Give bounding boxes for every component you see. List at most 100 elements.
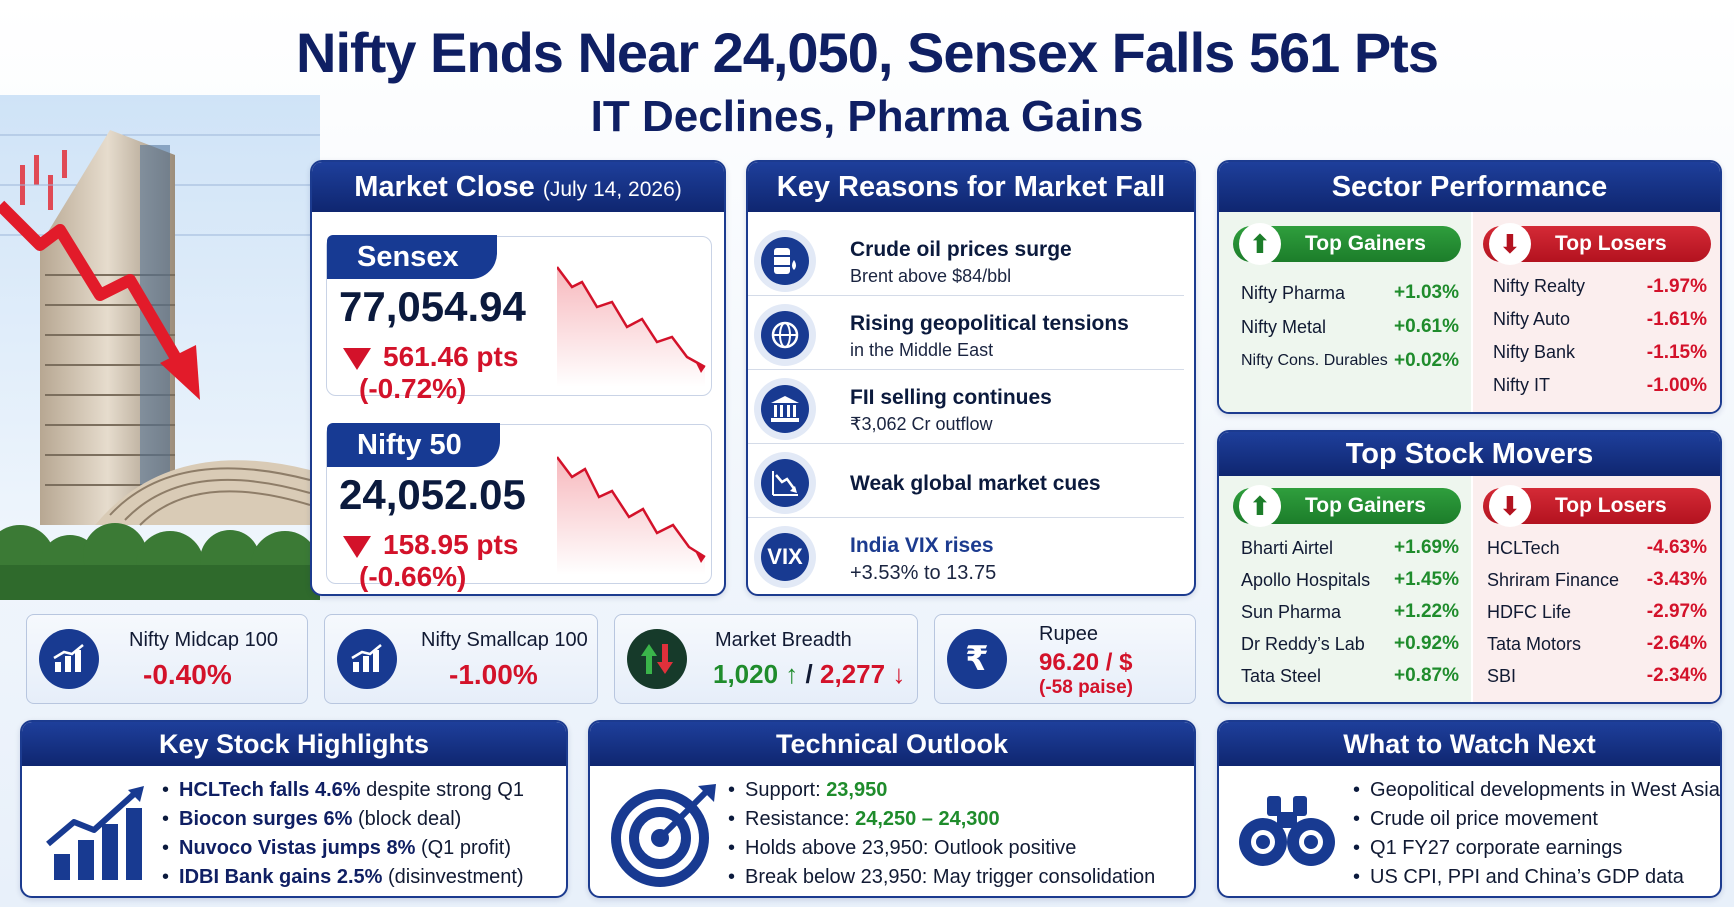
highlight-item: Biocon surges 6% (block deal) — [162, 805, 524, 834]
mover-row: SBI -2.34% — [1487, 660, 1707, 692]
sector-gainers-label: Top Gainers — [1305, 232, 1426, 255]
sector-name: Nifty Bank — [1493, 342, 1576, 362]
break-value: May trigger consolidation — [932, 866, 1156, 888]
up-arrow-icon: ⬆ — [1239, 485, 1281, 527]
resistance-value: 24,250 – 24,300 — [855, 808, 1000, 830]
sector-name: Nifty Metal — [1241, 317, 1327, 337]
holds-line: Holds above 23,950: Outlook positive — [728, 834, 1155, 863]
mover-name: HCLTech — [1487, 538, 1560, 558]
up-arrow-icon: ↑ — [778, 659, 799, 689]
mover-row: Dr Reddy’s Lab +0.92% — [1241, 628, 1459, 660]
breadth-separator: / — [805, 659, 813, 689]
support-label: Support: — [745, 779, 821, 801]
reason-sub: ₹3,062 Cr outflow — [850, 414, 993, 434]
sector-name: Nifty Cons. Durables — [1241, 352, 1388, 369]
down-arrow-icon: ↓ — [885, 659, 906, 689]
market-close-title: Market Close — [354, 171, 535, 203]
reason-title: Rising geopolitical tensions — [850, 312, 1129, 335]
reason-sub: Brent above $84/bbl — [850, 266, 1012, 286]
movers-losers-label: Top Losers — [1555, 494, 1667, 517]
mover-value: -3.43% — [1646, 569, 1707, 590]
market-close-date: (July 14, 2026) — [542, 178, 682, 201]
mover-row: Tata Steel +0.87% — [1241, 660, 1459, 692]
mover-value: +0.92% — [1394, 633, 1459, 654]
sensex-card: Sensex 77,054.94 561.46 pts (-0.72%) — [326, 235, 712, 404]
watch-item: Geopolitical developments in West Asia — [1353, 776, 1720, 805]
sector-gainers-pill: ⬆ Top Gainers — [1233, 223, 1461, 265]
reason-title: FII selling continues — [850, 386, 1052, 409]
sector-value: -1.97% — [1646, 276, 1707, 297]
sector-row: Nifty Auto -1.61% — [1493, 303, 1707, 336]
sector-value: -1.15% — [1646, 342, 1707, 363]
sector-row: Nifty Bank -1.15% — [1493, 336, 1707, 369]
sector-name: Nifty Pharma — [1241, 283, 1346, 303]
rupee-value: 96.20 / $ — [1039, 649, 1133, 676]
watch-panel: What to Watch Next Geopolitical developm… — [1217, 720, 1722, 898]
down-triangle-icon — [343, 347, 371, 370]
mover-value: -2.34% — [1646, 665, 1707, 686]
movers-losers-pill: ⬇ Top Losers — [1483, 485, 1711, 527]
midcap-card: Nifty Midcap 100 -0.40% — [26, 614, 308, 704]
reason-sub: +3.53% to 13.75 — [850, 562, 997, 584]
globe-icon — [761, 311, 809, 359]
nifty-sparkline — [557, 456, 706, 575]
highlight-item: IDBI Bank gains 2.5% (disinvestment) — [162, 863, 524, 892]
reason-title: Weak global market cues — [850, 472, 1101, 495]
sector-value: +0.61% — [1394, 316, 1459, 337]
sensex-sparkline — [557, 266, 706, 387]
reasons-header: Key Reasons for Market Fall — [748, 162, 1194, 212]
sector-row: Nifty Cons. Durables +0.02% — [1241, 344, 1459, 378]
sector-header: Sector Performance — [1219, 162, 1720, 212]
mover-value: +0.87% — [1394, 665, 1459, 686]
sector-name: Nifty IT — [1493, 375, 1550, 395]
highlight-rest: (block deal) — [352, 808, 462, 830]
mover-value: +1.69% — [1394, 537, 1459, 558]
stock-exchange-illustration — [0, 95, 320, 600]
smallcap-card: Nifty Smallcap 100 -1.00% — [324, 614, 598, 704]
reason-item: Crude oil prices surge Brent above $84/b… — [748, 224, 1184, 296]
highlights-panel: Key Stock Highlights HCLTech falls 4.6% … — [20, 720, 568, 898]
support-value: 23,950 — [826, 779, 888, 801]
mover-row: Sun Pharma +1.22% — [1241, 596, 1459, 628]
reason-item: Rising geopolitical tensions in the Midd… — [748, 298, 1184, 370]
rupee-change: (-58 paise) — [1039, 677, 1133, 698]
mover-row: HCLTech -4.63% — [1487, 532, 1707, 564]
falling-chart-icon — [761, 459, 809, 507]
highlight-bold: IDBI Bank gains 2.5% — [179, 866, 383, 888]
watch-header: What to Watch Next — [1219, 722, 1720, 766]
highlight-bold: HCLTech falls 4.6% — [179, 779, 361, 801]
nifty-card: Nifty 50 24,052.05 158.95 pts (-0.66%) — [326, 423, 712, 592]
mover-name: Dr Reddy’s Lab — [1241, 634, 1365, 654]
mover-row: Shriram Finance -3.43% — [1487, 564, 1707, 596]
technical-panel: Technical Outlook Support: 23,950 Resist… — [588, 720, 1196, 898]
watch-item: Q1 FY27 corporate earnings — [1353, 834, 1720, 863]
mover-name: Tata Motors — [1487, 634, 1582, 654]
sensex-value: 77,054.94 — [339, 283, 526, 330]
break-line: Break below 23,950: May trigger consolid… — [728, 863, 1155, 892]
sensex-change-pts: 561.46 pts — [383, 341, 519, 372]
nifty-change: 158.95 pts (-0.66%) — [343, 529, 518, 593]
mover-value: -2.64% — [1646, 633, 1707, 654]
mover-name: Sun Pharma — [1241, 602, 1342, 622]
mover-name: HDFC Life — [1487, 602, 1572, 622]
sector-panel: Sector Performance ⬆ Top Gainers Nifty P… — [1217, 160, 1722, 414]
movers-gainers-pill: ⬆ Top Gainers — [1233, 485, 1461, 527]
mover-row: Tata Motors -2.64% — [1487, 628, 1707, 660]
resistance-line: Resistance: 24,250 – 24,300 — [728, 805, 1155, 834]
watch-item: US CPI, PPI and China’s GDP data — [1353, 863, 1720, 892]
sector-losers: ⬇ Top Losers Nifty Realty -1.97% Nifty Au… — [1473, 212, 1720, 412]
highlight-rest: despite strong Q1 — [360, 779, 524, 801]
mover-value: -2.97% — [1646, 601, 1707, 622]
rupee-label: Rupee — [1039, 623, 1098, 645]
breadth-value: 1,020 ↑ / 2,277 ↓ — [713, 659, 905, 690]
movers-losers: ⬇ Top Losers HCLTech -4.63% Shriram Finan… — [1473, 476, 1720, 702]
sensex-change-pct: (-0.72%) — [359, 373, 467, 404]
mover-name: SBI — [1487, 666, 1517, 686]
oil-barrel-icon — [761, 237, 809, 285]
breadth-label: Market Breadth — [715, 629, 852, 651]
sector-name: Nifty Realty — [1493, 276, 1586, 296]
rupee-card: ₹ Rupee 96.20 / $ (-58 paise) — [934, 614, 1196, 704]
down-triangle-icon — [343, 535, 371, 558]
holds-value: Outlook positive — [934, 837, 1077, 859]
highlight-rest: (disinvestment) — [382, 866, 524, 888]
